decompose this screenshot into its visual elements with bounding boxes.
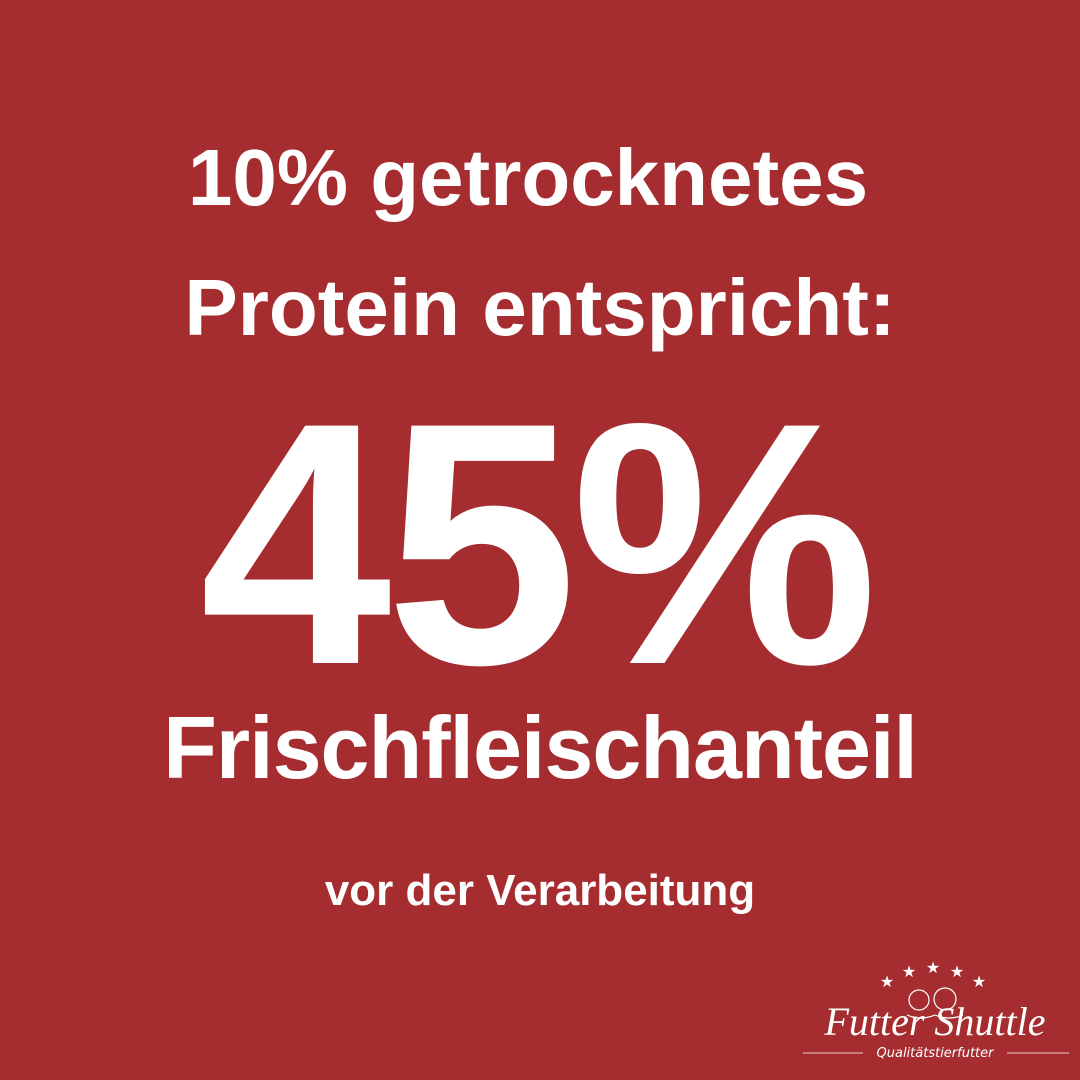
svg-text:★: ★ bbox=[950, 964, 964, 981]
stars-icon: ★ ★ ★ ★ ★ bbox=[880, 960, 986, 991]
headline-line-2: Protein entspricht: bbox=[184, 263, 896, 352]
subtitle: vor der Verarbeitung bbox=[324, 866, 756, 915]
headline-line-1: 10% getrocknetes bbox=[187, 133, 869, 222]
svg-text:★: ★ bbox=[972, 974, 986, 991]
svg-text:★: ★ bbox=[880, 974, 894, 991]
big-percentage: 45% bbox=[199, 352, 879, 737]
logo-brand: Futter Shuttle bbox=[823, 999, 1045, 1044]
brand-logo: ★ ★ ★ ★ ★ Futter Shuttle Qualitätstierfu… bbox=[803, 960, 1069, 1061]
label: Frischfleischanteil bbox=[163, 698, 918, 797]
svg-text:★: ★ bbox=[902, 964, 916, 981]
svg-text:★: ★ bbox=[926, 960, 940, 977]
cat-dog-icon bbox=[906, 987, 964, 1019]
logo-tagline: Qualitätstierfutter bbox=[877, 1046, 996, 1061]
